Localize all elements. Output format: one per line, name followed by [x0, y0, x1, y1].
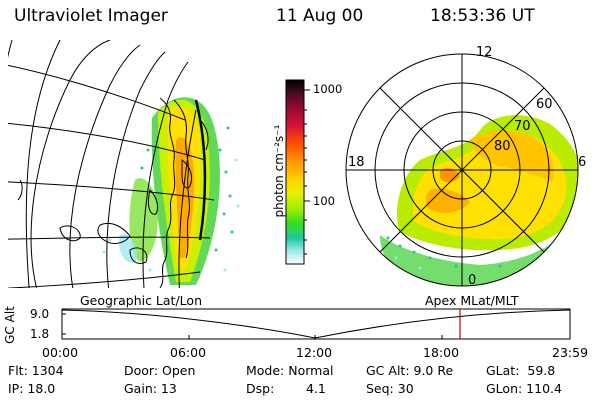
sequence-number: Seq: 30	[366, 381, 414, 396]
aurora-emission-geo	[102, 97, 240, 285]
flight-number: Flt: 1304	[8, 363, 64, 378]
geographic-image	[8, 40, 240, 288]
orbit-altitude-curve	[61, 309, 571, 339]
geo-latitude: GLat: 59.8	[486, 363, 556, 378]
gain-value: Gain: 13	[124, 381, 177, 396]
right-panel-label: Apex MLat/MLT	[425, 293, 519, 308]
geo-longitude: GLon: 110.4	[486, 381, 562, 396]
instrument-title: Ultraviolet Imager	[14, 6, 168, 26]
geo-grid	[8, 40, 215, 288]
colorbar-tick-label-100: 100	[313, 194, 335, 208]
door-status: Door: Open	[124, 363, 196, 378]
mlat-label-80: 80	[494, 139, 511, 154]
orbit-ticks	[62, 313, 443, 339]
polar-image	[380, 115, 578, 286]
mlt-label-12: 12	[476, 45, 493, 60]
orbit-ytick-top: 9.0	[30, 307, 50, 321]
mlt-label-18: 18	[348, 155, 365, 170]
aurora-emission-polar	[380, 115, 578, 286]
mlt-label-0: 0	[468, 273, 477, 288]
dsp-value: 4.1	[306, 381, 326, 396]
orbit-xtick-2359: 23:59	[552, 345, 589, 360]
orbit-ylabel: GC Alt	[3, 306, 17, 344]
ip-value: IP: 18.0	[8, 381, 56, 396]
orbit-plot-frame	[61, 308, 571, 340]
orbit-xtick-0600: 06:00	[170, 345, 207, 360]
left-panel-label: Geographic Lat/Lon	[80, 293, 202, 308]
colorbar	[285, 79, 305, 265]
colorbar-ticks	[304, 89, 310, 255]
image-time: 18:53:36 UT	[430, 6, 535, 26]
orbit-xtick-1800: 18:00	[423, 345, 460, 360]
colorbar-unit-label: photon cm⁻²s⁻¹	[272, 124, 286, 218]
dsp-label: Dsp:	[246, 381, 275, 396]
mode-value: Mode: Normal	[246, 363, 334, 378]
coastlines	[17, 97, 209, 288]
orbit-xtick-1200: 12:00	[296, 345, 333, 360]
gc-altitude: GC Alt: 9.0 Re	[366, 363, 454, 378]
orbit-xtick-0000: 00:00	[42, 345, 79, 360]
mlat-label-60: 60	[536, 97, 553, 112]
orbit-ytick-bottom: 1.8	[30, 327, 50, 341]
orbit-plot	[61, 308, 571, 340]
colorbar-tick-label-1000: 1000	[313, 82, 343, 96]
image-date: 11 Aug 00	[276, 6, 364, 26]
mlt-label-6: 6	[578, 155, 587, 170]
polar-grid	[345, 53, 579, 287]
terminator-line	[194, 99, 207, 241]
mlat-label-70: 70	[514, 119, 531, 134]
